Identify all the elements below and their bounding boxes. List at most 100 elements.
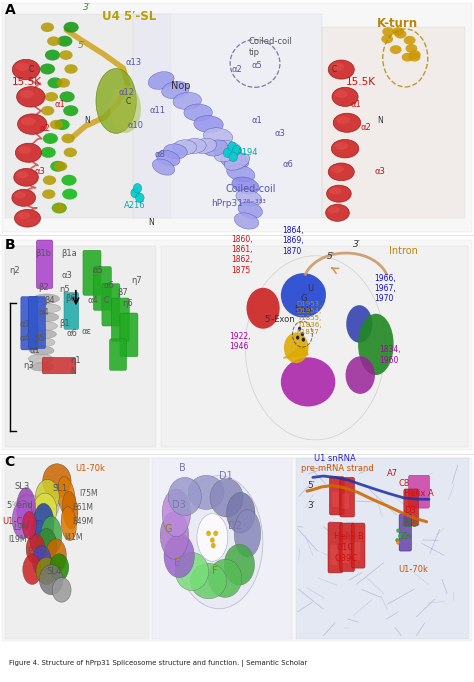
Ellipse shape — [33, 503, 54, 544]
Text: E61M: E61M — [72, 503, 93, 512]
Ellipse shape — [22, 512, 36, 539]
Text: α1: α1 — [20, 321, 31, 329]
Ellipse shape — [50, 554, 69, 581]
Ellipse shape — [234, 509, 261, 557]
Text: β6: β6 — [65, 295, 76, 303]
Ellipse shape — [36, 529, 57, 563]
Ellipse shape — [16, 171, 28, 178]
Ellipse shape — [32, 546, 51, 576]
FancyBboxPatch shape — [42, 357, 76, 374]
FancyBboxPatch shape — [404, 489, 419, 526]
Text: U: U — [307, 284, 313, 293]
Text: α1: α1 — [251, 116, 262, 125]
Ellipse shape — [12, 59, 40, 80]
Ellipse shape — [392, 27, 404, 36]
Text: α2: α2 — [39, 124, 50, 133]
Ellipse shape — [133, 183, 142, 193]
Ellipse shape — [284, 333, 309, 363]
Ellipse shape — [57, 477, 75, 516]
Text: β4: β4 — [44, 296, 55, 305]
Text: β2: β2 — [38, 283, 48, 292]
Ellipse shape — [20, 90, 34, 98]
Ellipse shape — [329, 188, 341, 194]
Ellipse shape — [390, 45, 401, 54]
Text: N: N — [84, 116, 90, 125]
Text: α13: α13 — [126, 58, 142, 67]
Ellipse shape — [152, 159, 175, 175]
Ellipse shape — [57, 35, 73, 46]
Ellipse shape — [63, 491, 78, 529]
Ellipse shape — [41, 516, 62, 554]
Ellipse shape — [209, 559, 242, 597]
Text: D3: D3 — [172, 500, 185, 510]
Ellipse shape — [61, 507, 76, 541]
Text: η5: η5 — [59, 285, 70, 294]
Text: Figure 4. Structure of hPrp31 Spliceosome structure and function. | Semantic Sch: Figure 4. Structure of hPrp31 Spliceosom… — [9, 660, 307, 667]
Bar — [5, 14, 171, 218]
Ellipse shape — [301, 332, 304, 336]
Ellipse shape — [54, 162, 67, 171]
Ellipse shape — [228, 142, 237, 151]
Ellipse shape — [175, 552, 209, 591]
Ellipse shape — [62, 134, 75, 143]
Ellipse shape — [42, 190, 55, 199]
Ellipse shape — [331, 166, 344, 173]
Text: α4: α4 — [39, 308, 50, 317]
Ellipse shape — [210, 479, 243, 517]
FancyBboxPatch shape — [340, 477, 355, 517]
Ellipse shape — [220, 153, 249, 169]
Polygon shape — [283, 346, 308, 358]
Text: A7: A7 — [387, 469, 398, 478]
Ellipse shape — [246, 288, 280, 329]
Text: C: C — [126, 97, 131, 106]
Text: U1-C: U1-C — [2, 517, 23, 526]
FancyBboxPatch shape — [329, 477, 344, 515]
Text: αε: αε — [82, 327, 91, 336]
Bar — [5, 246, 156, 447]
Ellipse shape — [211, 543, 216, 548]
Ellipse shape — [212, 140, 241, 157]
Ellipse shape — [227, 164, 255, 182]
Text: 1864,
1869,
1870: 1864, 1869, 1870 — [282, 226, 304, 256]
Ellipse shape — [236, 190, 262, 206]
Text: 5′: 5′ — [327, 252, 335, 261]
Ellipse shape — [327, 186, 351, 202]
Ellipse shape — [43, 133, 58, 144]
Ellipse shape — [229, 152, 237, 162]
FancyBboxPatch shape — [83, 250, 101, 295]
Ellipse shape — [204, 140, 228, 156]
Ellipse shape — [224, 153, 250, 170]
Text: U1 snRNA: U1 snRNA — [314, 454, 356, 463]
Ellipse shape — [184, 104, 212, 121]
Ellipse shape — [232, 177, 259, 194]
Ellipse shape — [50, 161, 65, 172]
Text: C: C — [332, 65, 337, 74]
Ellipse shape — [29, 520, 48, 554]
Text: η3: η3 — [23, 361, 34, 370]
Bar — [152, 458, 292, 639]
Ellipse shape — [17, 212, 30, 219]
Text: η1: η1 — [70, 356, 81, 365]
Text: A216: A216 — [124, 201, 146, 210]
Ellipse shape — [23, 554, 42, 584]
FancyBboxPatch shape — [111, 298, 129, 342]
Ellipse shape — [328, 163, 354, 181]
Bar — [161, 246, 468, 447]
Text: D3: D3 — [404, 506, 416, 515]
Ellipse shape — [64, 22, 79, 33]
Ellipse shape — [233, 145, 241, 155]
Ellipse shape — [394, 29, 406, 38]
FancyBboxPatch shape — [342, 544, 349, 563]
Ellipse shape — [358, 314, 393, 375]
Ellipse shape — [33, 322, 57, 330]
Text: U1-70k: U1-70k — [398, 565, 428, 574]
Ellipse shape — [193, 138, 217, 153]
Bar — [322, 27, 465, 218]
Text: U4 5′-SL: U4 5′-SL — [102, 10, 156, 23]
Text: α1: α1 — [29, 346, 40, 355]
Text: η7: η7 — [131, 276, 142, 285]
Ellipse shape — [173, 140, 197, 155]
Ellipse shape — [60, 91, 75, 102]
Ellipse shape — [173, 92, 201, 110]
Text: α5: α5 — [92, 266, 103, 275]
